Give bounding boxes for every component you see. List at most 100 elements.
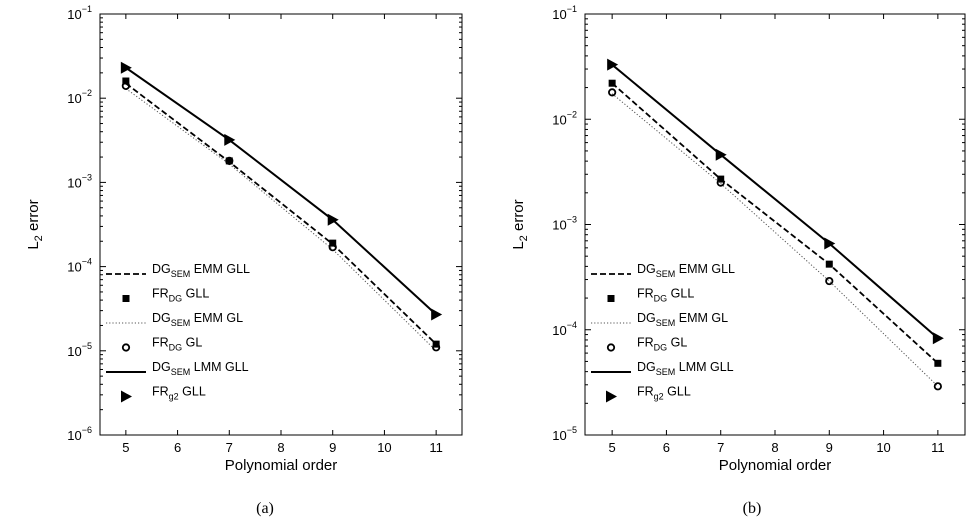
y-tick-base: 10 [67,260,81,275]
legend-entry: DGSEM EMM GLL [637,262,735,279]
y-tick-base: 10 [67,344,81,359]
panel-caption: (a) [256,500,274,517]
y-tick-exponent: −6 [82,425,92,435]
data-point [122,77,130,85]
series-3 [611,93,939,387]
y-tick-label: 10−1 [552,4,577,22]
legend-name-rest: GLL [182,287,209,301]
x-tick-label: 5 [609,440,616,455]
legend-entry: DGSEM LMM GLL [637,360,734,377]
legend-name-rest: GLL [664,385,691,399]
data-point [824,237,836,250]
data-point [715,148,727,161]
data-point [933,382,942,391]
legend-entry: FRDG GL [152,336,202,353]
x-tick-label: 7 [717,440,724,455]
series-1 [125,82,437,345]
chart-panel-2: 5 6 7 8 9 10 1110−510−410−310−210−1Polynomial … [510,4,966,517]
legend-name-rest: GL [667,336,687,350]
data-point [608,79,616,87]
legend-name-rest: EMM GLL [190,262,250,276]
data-point [120,61,132,74]
legend-name-sub: SEM [171,269,191,279]
x-tick-label: 11 [931,440,945,455]
y-tick-exponent: −5 [82,341,92,351]
series-2 [122,77,440,348]
legend-name-rest: GLL [179,385,206,399]
y-tick-exponent: −2 [82,88,92,98]
series-3 [125,88,437,352]
legend-name-main: FR [152,385,169,399]
legend-marker [606,343,616,352]
legend-name-main: DG [152,262,171,276]
legend-marker [121,390,132,403]
x-tick-label: 11 [429,440,443,455]
y-tick-exponent: −4 [567,320,577,330]
data-point [328,243,337,252]
legend-name-rest: LMM GLL [190,360,248,374]
legend-name-main: DG [637,311,656,325]
y-tick-exponent: −5 [567,425,577,435]
legend-name-rest: GL [182,336,202,350]
y-tick-label: 10−4 [552,320,577,338]
x-tick-label: 9 [826,440,833,455]
series-4 [121,81,441,352]
y-axis-label: L2 error [25,199,45,249]
data-point [225,157,233,165]
legend-name-main: FR [637,336,654,350]
y-axis-label: L2 error [510,199,530,249]
x-tick-label: 7 [226,440,233,455]
legend-name-sub: DG [169,294,183,304]
legend-entry: DGSEM EMM GL [637,311,728,328]
series-line [125,66,437,316]
legend-name-sub: SEM [171,318,191,328]
series-1 [611,82,939,364]
legend-name-rest: LMM GLL [675,360,733,374]
y-tick-label: 10−5 [67,341,92,359]
legend-name-main: FR [637,385,654,399]
y-tick-base: 10 [552,218,566,233]
y-tick-base: 10 [67,91,81,106]
legend-name-rest: GLL [667,287,694,301]
series-line [125,82,437,345]
data-point [607,58,619,71]
legend-name-sub: SEM [171,367,191,377]
series-6 [607,58,944,345]
y-tick-label: 10−5 [552,425,577,443]
legend-name-main: FR [152,287,169,301]
y-axis-label-rest: error [510,199,527,235]
legend-name-sub: SEM [656,367,676,377]
y-tick-exponent: −4 [82,257,92,267]
data-point [432,343,441,352]
legend-name-main: DG [152,311,171,325]
y-tick-label: 10−1 [67,4,92,22]
x-axis-label: Polynomial order [225,457,338,474]
legend-name-rest: EMM GLL [675,262,735,276]
y-tick-base: 10 [552,428,566,443]
y-tick-base: 10 [67,7,81,22]
y-tick-label: 10−3 [67,172,92,190]
series-line [611,63,939,340]
chart-panel-1: 5 6 7 8 9 10 1110−610−510−410−310−210−1Polynom… [25,4,463,517]
data-point [825,276,834,286]
y-axis-label-main: L [510,241,527,249]
y-tick-base: 10 [552,323,566,338]
y-tick-exponent: −2 [567,109,577,119]
legend-marker [122,295,130,302]
data-point [225,156,234,166]
x-tick-label: 8 [771,440,778,455]
series-5 [125,66,437,316]
series-line [125,88,437,352]
y-tick-base: 10 [552,112,566,127]
data-point [431,308,443,321]
legend-name-sub: g2 [654,392,664,402]
legend-marker [606,390,617,403]
y-axis-label-main: L [25,241,42,249]
x-tick-label: 9 [329,440,336,455]
series-line [611,82,939,364]
legend-entry: FRDG GLL [152,287,209,304]
data-point [608,88,617,97]
series-4 [608,88,942,391]
legend-entry: FRg2 GLL [152,385,206,402]
